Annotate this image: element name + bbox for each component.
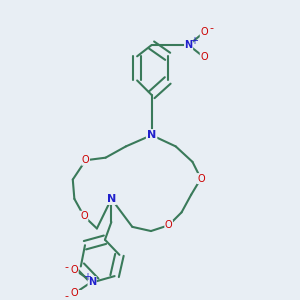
- Text: O: O: [70, 289, 78, 298]
- Text: N: N: [147, 130, 156, 140]
- Text: -: -: [64, 291, 68, 300]
- Text: O: O: [82, 155, 89, 165]
- Text: O: O: [80, 211, 88, 221]
- Text: -: -: [209, 23, 213, 33]
- Text: O: O: [165, 220, 172, 230]
- Text: O: O: [70, 265, 78, 275]
- Text: N: N: [184, 40, 193, 50]
- Text: -: -: [64, 262, 68, 272]
- Text: +: +: [83, 272, 91, 282]
- Text: O: O: [200, 27, 208, 37]
- Text: N: N: [88, 277, 96, 286]
- Text: +: +: [190, 36, 198, 46]
- Text: O: O: [200, 52, 208, 62]
- Text: N: N: [107, 194, 116, 204]
- Text: O: O: [197, 174, 205, 184]
